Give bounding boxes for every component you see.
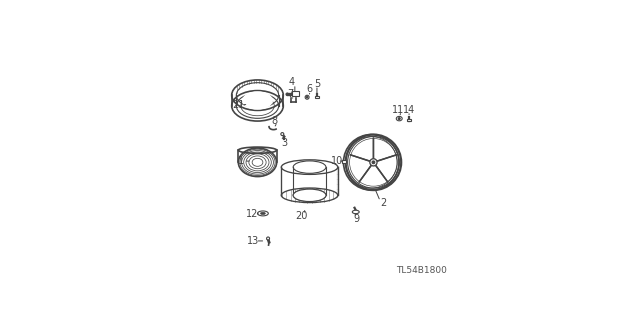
Ellipse shape: [257, 211, 268, 216]
Ellipse shape: [242, 91, 273, 110]
Text: TL54B1800: TL54B1800: [396, 266, 447, 275]
Ellipse shape: [352, 210, 359, 214]
Text: 8: 8: [271, 115, 278, 126]
Circle shape: [398, 118, 400, 120]
Circle shape: [305, 95, 309, 99]
Ellipse shape: [370, 159, 377, 166]
Ellipse shape: [260, 212, 266, 215]
Text: 5: 5: [314, 79, 320, 89]
Text: 21: 21: [232, 100, 244, 110]
Text: 20: 20: [296, 211, 308, 221]
Bar: [292, 91, 298, 96]
Bar: [407, 119, 411, 121]
Text: 12: 12: [246, 209, 258, 219]
Bar: [342, 160, 346, 163]
Text: 9: 9: [353, 214, 360, 224]
Bar: [316, 96, 319, 98]
Ellipse shape: [396, 116, 402, 121]
Text: 1: 1: [237, 156, 244, 166]
Ellipse shape: [293, 189, 326, 202]
Text: 11: 11: [392, 105, 404, 115]
Text: 7: 7: [287, 89, 293, 99]
Text: 2: 2: [380, 198, 387, 208]
Text: 4: 4: [289, 78, 295, 87]
Text: 6: 6: [307, 84, 313, 94]
Circle shape: [307, 96, 308, 98]
Circle shape: [372, 161, 375, 164]
Text: 10: 10: [332, 156, 344, 166]
Circle shape: [286, 93, 289, 95]
Text: 3: 3: [281, 138, 287, 148]
Text: 14: 14: [403, 105, 415, 115]
Circle shape: [281, 133, 284, 136]
Circle shape: [267, 237, 269, 240]
Text: 13: 13: [246, 236, 259, 246]
